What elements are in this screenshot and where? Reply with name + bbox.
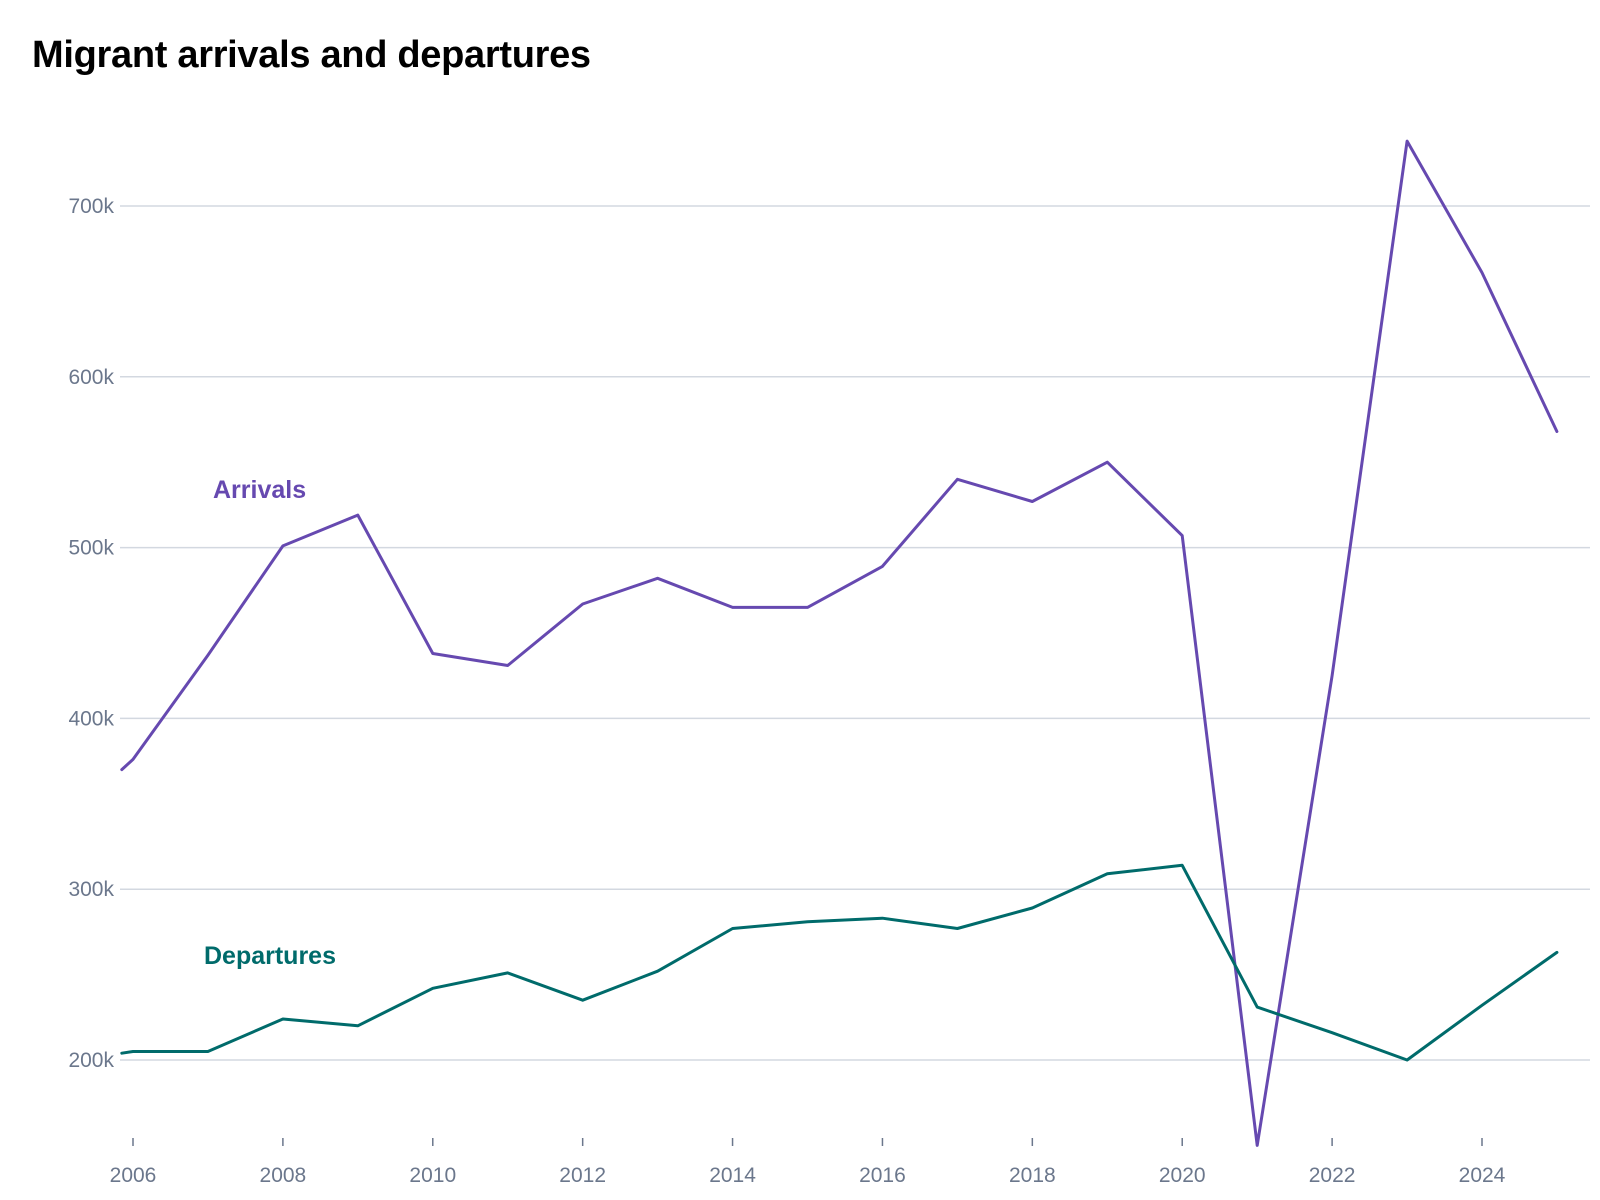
y-axis: 200k 300k 400k 500k 600k 700k (68, 195, 114, 1072)
x-tick-label: 2012 (559, 1164, 606, 1187)
x-tick-label: 2020 (1159, 1164, 1206, 1187)
x-tick-label: 2010 (409, 1164, 456, 1187)
x-tick-label: 2022 (1309, 1164, 1356, 1187)
x-tick-label: 2016 (859, 1164, 906, 1187)
y-tick-label: 200k (68, 1049, 114, 1072)
x-tick-label: 2024 (1459, 1164, 1506, 1187)
y-tick-label: 600k (68, 366, 114, 389)
y-tick-label: 300k (68, 878, 114, 901)
y-tick-label: 500k (68, 537, 114, 560)
x-axis: 2006 2008 2010 2012 2014 2016 2018 2020 2022 2024 (110, 1138, 1506, 1187)
series-label-departures: Departures (204, 942, 336, 970)
series-line-arrivals (120, 139, 1559, 1147)
series-label-arrivals: Arrivals (213, 476, 306, 504)
series-labels: Arrivals Departures (204, 476, 336, 970)
series-lines (120, 139, 1559, 1147)
chart-title: Migrant arrivals and departures (32, 34, 591, 76)
series-line-departures (120, 863, 1559, 1062)
y-tick-label: 400k (68, 707, 114, 730)
y-tick-label: 700k (68, 195, 114, 218)
x-tick-label: 2014 (709, 1164, 756, 1187)
gridlines (120, 205, 1590, 1061)
x-tick-label: 2006 (110, 1164, 157, 1187)
x-tick-label: 2008 (260, 1164, 307, 1187)
x-tick-label: 2018 (1009, 1164, 1056, 1187)
